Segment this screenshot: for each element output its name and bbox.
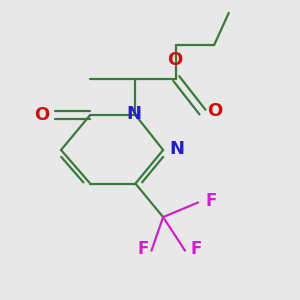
- Text: F: F: [137, 240, 148, 258]
- Text: O: O: [34, 106, 50, 124]
- Text: F: F: [191, 240, 202, 258]
- Text: F: F: [206, 192, 217, 210]
- Text: N: N: [127, 104, 142, 122]
- Text: O: O: [207, 102, 222, 120]
- Text: O: O: [167, 51, 182, 69]
- Text: N: N: [169, 140, 184, 158]
